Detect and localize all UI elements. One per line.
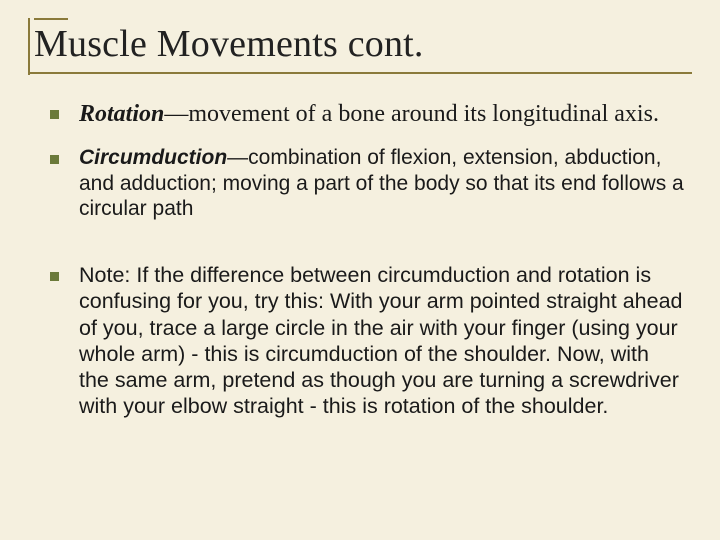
definition: movement of a bone around its longitudin… (188, 101, 659, 127)
list-item: Circumduction—combination of flexion, ex… (50, 145, 684, 222)
sep: — (164, 101, 188, 127)
bullet-text: Rotation—movement of a bone around its l… (79, 100, 684, 129)
list-item: Note: If the difference between circumdu… (50, 262, 684, 419)
bullet-list: Rotation—movement of a bone around its l… (28, 100, 692, 419)
bullet-text: Circumduction—combination of flexion, ex… (79, 145, 684, 222)
bullet-text: Note: If the difference between circumdu… (79, 262, 684, 419)
term: Circumduction (79, 146, 227, 169)
slide: Muscle Movements cont. Rotation—movement… (0, 0, 720, 540)
title-rule-left (28, 18, 30, 75)
title-block: Muscle Movements cont. (28, 18, 692, 74)
title-rule-top (34, 18, 68, 20)
term: Rotation (79, 101, 164, 127)
sep: — (227, 146, 248, 169)
title-rule-bottom (28, 72, 692, 74)
bullet-square-icon (50, 110, 59, 119)
list-item: Rotation—movement of a bone around its l… (50, 100, 684, 129)
bullet-square-icon (50, 155, 59, 164)
note-text: Note: If the difference between circumdu… (79, 263, 683, 418)
slide-title: Muscle Movements cont. (28, 22, 692, 72)
bullet-square-icon (50, 272, 59, 281)
